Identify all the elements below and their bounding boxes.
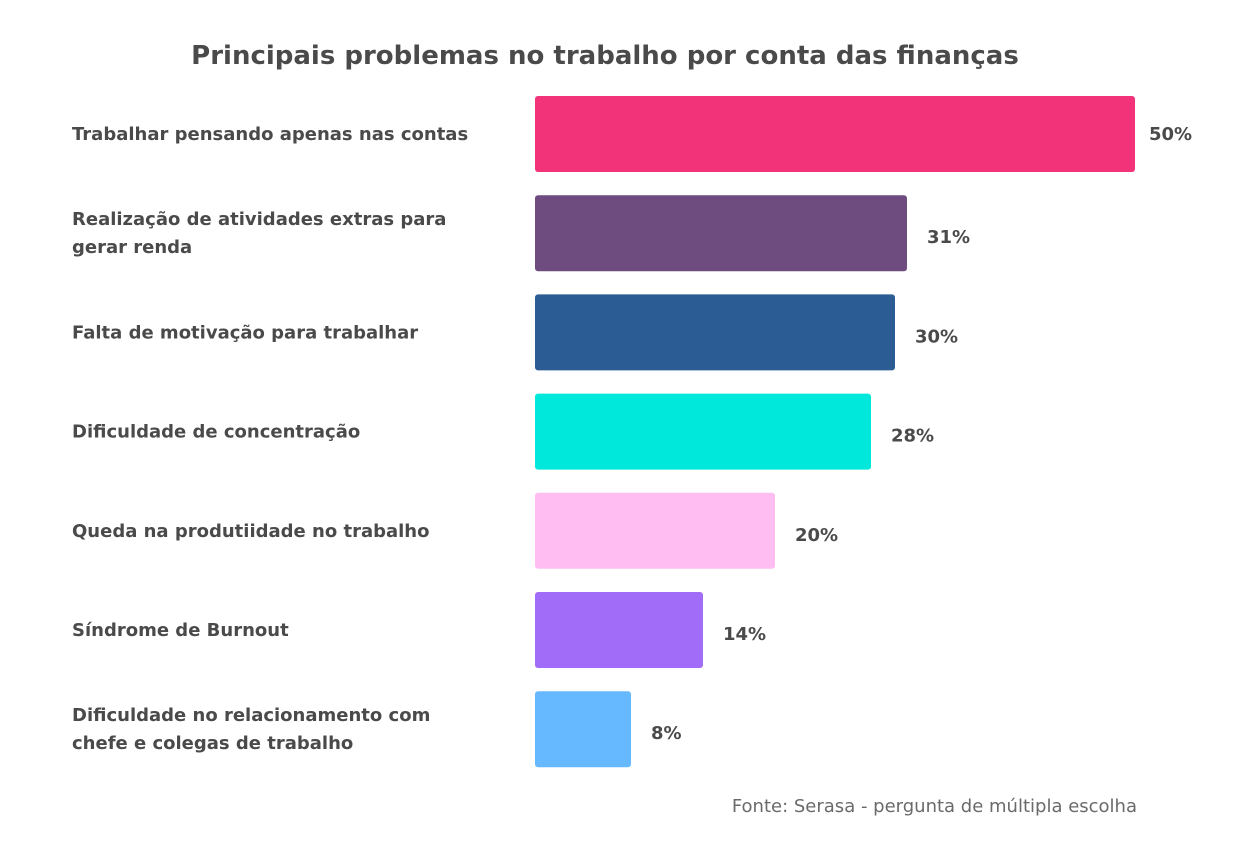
category-label-line: chefe e colegas de trabalho — [72, 733, 353, 754]
category-label-line: Síndrome de Burnout — [72, 620, 289, 641]
bar — [535, 195, 907, 272]
value-label: 8% — [651, 723, 682, 744]
source-note: Fonte: Serasa - pergunta de múltipla esc… — [732, 796, 1137, 817]
bar — [535, 492, 775, 569]
category-label: Dificuldade de concentração — [72, 422, 360, 443]
value-label: 31% — [927, 227, 970, 248]
category-label: Dificuldade no relacionamento com chefe e… — [72, 705, 430, 754]
value-label: 50% — [1149, 124, 1192, 145]
bar-row: Realização de atividades extras para gera… — [72, 195, 970, 272]
chart-title: Principais problemas no trabalho por con… — [191, 41, 1019, 71]
bar — [535, 592, 703, 668]
value-label: 14% — [723, 624, 766, 645]
bar — [535, 294, 895, 371]
value-label: 20% — [795, 525, 838, 546]
category-label-line: Queda na produtiidade no trabalho — [72, 521, 429, 542]
value-label: 30% — [915, 326, 958, 347]
bar — [535, 96, 1135, 172]
category-label: Queda na produtiidade no trabalho — [72, 521, 429, 542]
bar-row: Dificuldade de concentração 28% — [72, 393, 934, 470]
bar-row: Falta de motivação para trabalhar 30% — [72, 294, 958, 371]
category-label-line: Trabalhar pensando apenas nas contas — [72, 124, 468, 145]
bar-row: Síndrome de Burnout 14% — [72, 592, 766, 668]
bar-row: Dificuldade no relacionamento com chefe e… — [72, 691, 682, 768]
bar — [535, 393, 871, 470]
category-label-line: Realização de atividades extras para — [72, 209, 446, 230]
bar-row: Queda na produtiidade no trabalho 20% — [72, 492, 838, 569]
category-label-line: Dificuldade no relacionamento com — [72, 705, 430, 726]
bar — [535, 691, 631, 768]
category-label: Realização de atividades extras para gera… — [72, 209, 446, 258]
bars-layer: Trabalhar pensando apenas nas contas 50% R… — [72, 96, 1192, 768]
value-label: 28% — [891, 426, 934, 447]
category-label-line: Dificuldade de concentração — [72, 422, 360, 443]
bar-row: Trabalhar pensando apenas nas contas 50% — [72, 96, 1192, 172]
category-label: Falta de motivação para trabalhar — [72, 322, 418, 343]
category-label-line: Falta de motivação para trabalhar — [72, 322, 418, 343]
category-label: Trabalhar pensando apenas nas contas — [72, 124, 468, 145]
category-label-line: gerar renda — [72, 237, 192, 258]
category-label: Síndrome de Burnout — [72, 620, 289, 641]
